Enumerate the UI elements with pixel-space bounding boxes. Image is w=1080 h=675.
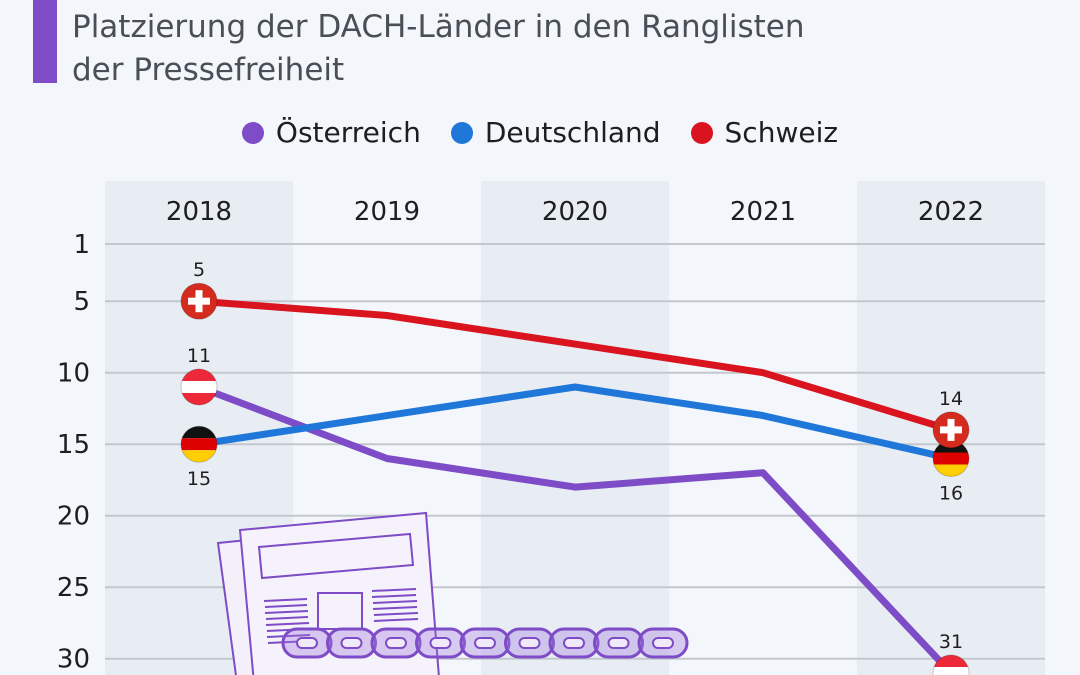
newspaper-text-lines [263, 588, 419, 644]
legend-label: Deutschland [484, 116, 661, 149]
y-tick-label: 1 [73, 230, 90, 260]
data-label: 16 [939, 483, 963, 505]
data-label: 11 [187, 345, 211, 367]
data-label: 5 [193, 259, 205, 281]
data-label: 15 [187, 468, 211, 490]
switzerland-flag-icon [932, 411, 970, 449]
chain-link-hole [518, 637, 541, 649]
chain-link-hole [474, 637, 496, 649]
series-line-deutschland [195, 383, 955, 462]
legend-label: Österreich [275, 116, 421, 149]
germany-flag-icon [180, 425, 218, 463]
legend-item-oesterreich: Österreich [241, 116, 421, 149]
chain-icon [281, 627, 689, 659]
column-band-2020 [481, 181, 669, 675]
legend-dot-icon [690, 121, 713, 144]
x-tick-label: 2019 [354, 197, 420, 227]
chain-link-hole [340, 637, 363, 649]
legend-dot-icon [241, 121, 264, 144]
y-tick-label: 30 [57, 645, 90, 675]
chain-link-hole [429, 637, 452, 649]
austria-flag-icon [932, 654, 970, 675]
x-tick-label: 2022 [918, 197, 984, 227]
legend-dot-icon [450, 121, 473, 144]
data-label: 31 [939, 631, 963, 653]
x-tick-label: 2020 [542, 197, 608, 227]
legend: Österreich Deutschland Schweiz [0, 116, 1080, 149]
y-tick-label: 5 [73, 287, 90, 317]
chain-link-hole [296, 637, 318, 649]
x-axis-year-labels: 2018 2019 2020 2021 2022 [166, 197, 984, 227]
chain-link-hole [607, 637, 630, 649]
chained-newspaper-icon [216, 511, 689, 675]
y-tick-label: 15 [57, 430, 90, 460]
legend-item-deutschland: Deutschland [450, 116, 661, 149]
chain-link-hole [385, 637, 407, 649]
chain-link-hole [652, 637, 674, 649]
x-tick-label: 2021 [730, 197, 796, 227]
data-label: 14 [939, 388, 963, 410]
newspaper-headline-box [257, 532, 415, 580]
legend-label: Schweiz [724, 116, 839, 149]
data-labels: 11 31 15 16 5 14 [187, 259, 963, 653]
austria-flag-icon [180, 368, 218, 406]
x-tick-label: 2018 [166, 197, 232, 227]
y-tick-label: 10 [57, 359, 90, 389]
chart-title: Platzierung der DACH-Länder in den Rangl… [72, 6, 972, 92]
chart-title-line2: der Pressefreiheit [72, 52, 345, 88]
series-line-österreich [195, 383, 955, 675]
title-accent-bar [33, 0, 57, 83]
y-tick-label: 20 [57, 502, 90, 532]
series-lines [195, 297, 955, 675]
y-tick-label: 25 [57, 573, 90, 603]
chart-title-line1: Platzierung der DACH-Länder in den Rangl… [72, 9, 805, 45]
legend-item-schweiz: Schweiz [690, 116, 839, 149]
series-markers [180, 282, 970, 675]
series-line-schweiz [195, 297, 955, 434]
chain-link-hole [563, 637, 585, 649]
switzerland-flag-icon [180, 282, 218, 320]
